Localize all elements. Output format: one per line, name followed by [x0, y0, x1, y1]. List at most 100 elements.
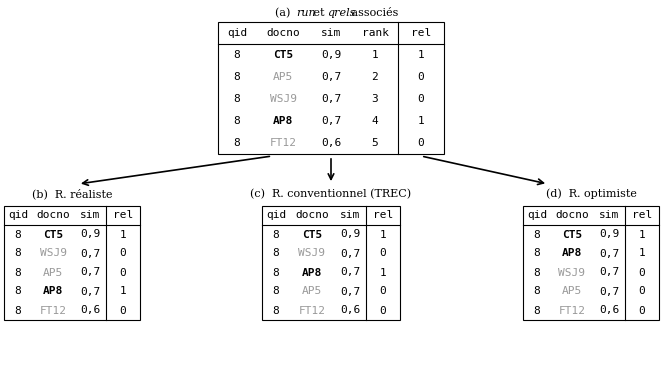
Text: 8: 8 [534, 268, 540, 277]
Text: 0,7: 0,7 [599, 248, 619, 259]
Text: 8: 8 [15, 287, 21, 296]
Text: CT5: CT5 [43, 229, 63, 240]
Text: FT12: FT12 [298, 305, 326, 316]
Text: CT5: CT5 [562, 229, 582, 240]
Bar [218, 22, 444, 154]
Text: 0: 0 [119, 268, 127, 277]
Text: qid: qid [527, 211, 547, 220]
Text: 8: 8 [233, 138, 241, 148]
Text: 0: 0 [119, 305, 127, 316]
Text: 8: 8 [272, 268, 279, 277]
Text: AP8: AP8 [562, 248, 582, 259]
Text: docno: docno [266, 28, 300, 38]
Text: 1: 1 [380, 229, 387, 240]
Text: 2: 2 [372, 72, 379, 82]
Text: docno: docno [555, 211, 589, 220]
Text: WSJ9: WSJ9 [298, 248, 326, 259]
Text: 0: 0 [638, 287, 645, 296]
Text: 0,7: 0,7 [340, 287, 360, 296]
Text: CT5: CT5 [302, 229, 322, 240]
Text: 8: 8 [272, 305, 279, 316]
Text: 0,7: 0,7 [321, 72, 341, 82]
Text: run: run [296, 8, 316, 18]
Text: qid: qid [227, 28, 247, 38]
Text: AP5: AP5 [273, 72, 293, 82]
Text: 0,7: 0,7 [321, 94, 341, 104]
Text: (b)  R. réaliste: (b) R. réaliste [32, 189, 112, 199]
Text: 0,9: 0,9 [340, 229, 360, 240]
Text: docno: docno [36, 211, 70, 220]
Text: 0,7: 0,7 [340, 248, 360, 259]
Text: FT12: FT12 [558, 305, 585, 316]
Text: CT5: CT5 [273, 50, 293, 60]
Text: 1: 1 [418, 116, 424, 126]
Text: 8: 8 [272, 229, 279, 240]
Text: 0,7: 0,7 [321, 116, 341, 126]
Text: FT12: FT12 [269, 138, 296, 148]
Text: 0,7: 0,7 [80, 287, 100, 296]
Text: 8: 8 [534, 229, 540, 240]
Text: 0,9: 0,9 [80, 229, 100, 240]
Text: 8: 8 [272, 248, 279, 259]
Text: 0: 0 [638, 305, 645, 316]
Text: 8: 8 [534, 248, 540, 259]
Text: WSJ9: WSJ9 [558, 268, 585, 277]
Text: qid: qid [266, 211, 286, 220]
Text: 1: 1 [638, 229, 645, 240]
Text: 3: 3 [372, 94, 379, 104]
Text: (a): (a) [275, 8, 298, 18]
Text: AP8: AP8 [43, 287, 63, 296]
Text: 1: 1 [418, 50, 424, 60]
Text: AP8: AP8 [302, 268, 322, 277]
Text: 0: 0 [418, 138, 424, 148]
Text: docno: docno [295, 211, 329, 220]
Text: 0: 0 [380, 248, 387, 259]
Text: 8: 8 [534, 305, 540, 316]
Text: sim: sim [599, 211, 619, 220]
Text: 0,9: 0,9 [321, 50, 341, 60]
Text: 0,7: 0,7 [80, 268, 100, 277]
Text: rel: rel [411, 28, 431, 38]
Text: AP5: AP5 [302, 287, 322, 296]
Text: et: et [310, 8, 328, 18]
Text: WSJ9: WSJ9 [269, 94, 296, 104]
Text: rel: rel [113, 211, 133, 220]
Text: 8: 8 [15, 229, 21, 240]
Text: rank: rank [361, 28, 389, 38]
Text: 8: 8 [272, 287, 279, 296]
Text: 8: 8 [15, 268, 21, 277]
Text: 0,7: 0,7 [599, 287, 619, 296]
Text: associés: associés [348, 8, 398, 18]
Text: qrels: qrels [327, 8, 355, 18]
Text: AP5: AP5 [43, 268, 63, 277]
Text: 1: 1 [380, 268, 387, 277]
Bar [4, 206, 140, 320]
Text: 1: 1 [372, 50, 379, 60]
Text: 1: 1 [119, 287, 127, 296]
Text: 0,9: 0,9 [599, 229, 619, 240]
Text: 0,6: 0,6 [599, 305, 619, 316]
Text: 0,7: 0,7 [599, 268, 619, 277]
Text: 8: 8 [233, 50, 241, 60]
Text: 0,6: 0,6 [80, 305, 100, 316]
Text: AP8: AP8 [273, 116, 293, 126]
Text: 0,7: 0,7 [80, 248, 100, 259]
Text: FT12: FT12 [40, 305, 66, 316]
Text: 8: 8 [233, 94, 241, 104]
Text: 0: 0 [638, 268, 645, 277]
Text: 0: 0 [418, 72, 424, 82]
Bar [262, 206, 400, 320]
Text: 0: 0 [380, 287, 387, 296]
Text: rel: rel [632, 211, 652, 220]
Text: 8: 8 [233, 72, 241, 82]
Text: sim: sim [321, 28, 341, 38]
Text: rel: rel [373, 211, 393, 220]
Bar [523, 206, 659, 320]
Text: 1: 1 [119, 229, 127, 240]
Text: 0: 0 [119, 248, 127, 259]
Text: 8: 8 [15, 248, 21, 259]
Text: WSJ9: WSJ9 [40, 248, 66, 259]
Text: sim: sim [80, 211, 100, 220]
Text: 0,7: 0,7 [340, 268, 360, 277]
Text: 8: 8 [534, 287, 540, 296]
